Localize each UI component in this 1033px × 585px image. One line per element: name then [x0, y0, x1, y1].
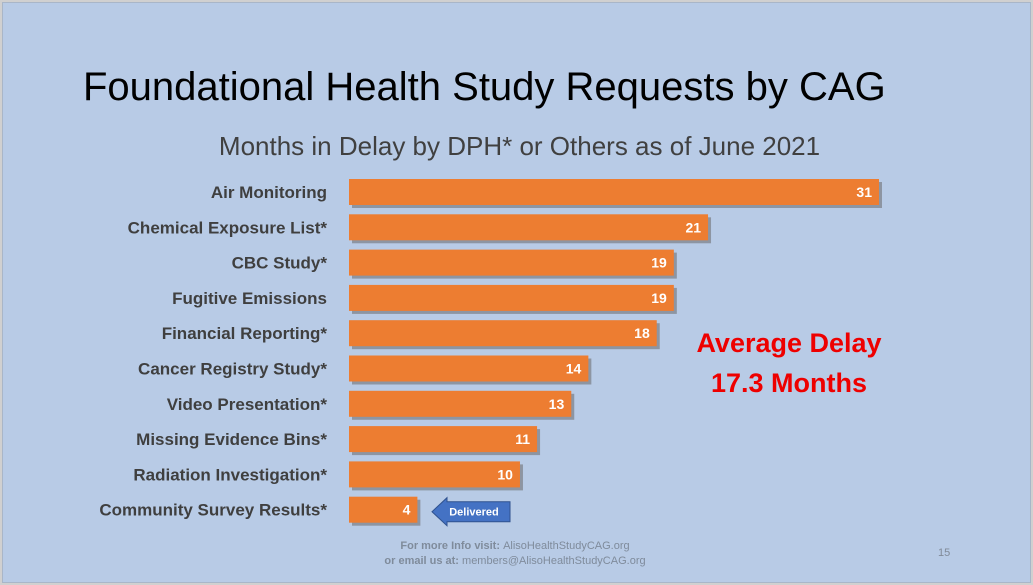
category-label: Fugitive Emissions [172, 289, 327, 308]
footer-line-1: For more Info visit: AlisoHealthStudyCAG… [340, 539, 690, 554]
average-delay-annotation: Average Delay 17.3 Months [676, 323, 902, 403]
footer-email-label: or email us at: [384, 555, 463, 567]
bar-value-label: 31 [856, 184, 872, 200]
delivered-label: Delivered [449, 507, 499, 519]
bar-value-label: 14 [566, 361, 582, 377]
footer-line-2: or email us at: members@AlisoHealthStudy… [340, 554, 690, 569]
average-delay-value: 17.3 Months [710, 368, 868, 398]
footer-visit-label: For more Info visit: [400, 540, 504, 552]
bar-5 [349, 355, 589, 382]
bar-4 [349, 320, 657, 347]
footer-website-link[interactable]: AlisoHealthStudyCAG.org [503, 540, 630, 552]
bar-2 [349, 249, 674, 276]
average-delay-label: Average Delay [696, 328, 882, 358]
page-number: 15 [938, 547, 951, 559]
bar-value-label: 19 [651, 255, 667, 271]
category-label: Missing Evidence Bins* [136, 430, 327, 449]
bar-value-label: 11 [515, 431, 530, 447]
left-arrow-icon [431, 496, 511, 527]
category-label: Radiation Investigation* [133, 465, 327, 484]
bar-1 [349, 214, 709, 241]
bar-value-label: 4 [403, 502, 411, 518]
subtitle-text: Months in Delay by DPH* or Others as of … [218, 131, 821, 161]
category-label: Community Survey Results* [99, 501, 327, 520]
bar-value-label: 18 [634, 325, 650, 341]
category-label: Chemical Exposure List* [128, 218, 328, 237]
bar-9 [349, 496, 418, 523]
bar-3 [349, 284, 674, 311]
delivered-arrow-callout: Delivered [431, 496, 511, 527]
slide-title: Foundational Health Study Requests by CA… [83, 65, 886, 109]
bar-value-label: 21 [685, 219, 701, 235]
category-label: Financial Reporting* [162, 324, 328, 343]
category-label: Video Presentation* [167, 395, 328, 414]
bar-0 [349, 179, 879, 205]
footer: For more Info visit: AlisoHealthStudyCAG… [340, 539, 690, 569]
bar-7 [349, 426, 538, 453]
bar-value-label: 19 [651, 290, 667, 306]
bar-value-label: 10 [497, 466, 513, 482]
category-label: Air Monitoring [211, 183, 327, 202]
category-label: Cancer Registry Study* [138, 360, 327, 379]
bar-8 [349, 461, 520, 488]
bar-value-label: 13 [549, 396, 565, 412]
footer-email-link[interactable]: members@AlisoHealthStudyCAG.org [462, 555, 646, 567]
slide-subtitle: Months in Delay by DPH* or Others as of … [3, 131, 1030, 162]
bar-6 [349, 390, 572, 417]
category-label: CBC Study* [232, 254, 328, 273]
